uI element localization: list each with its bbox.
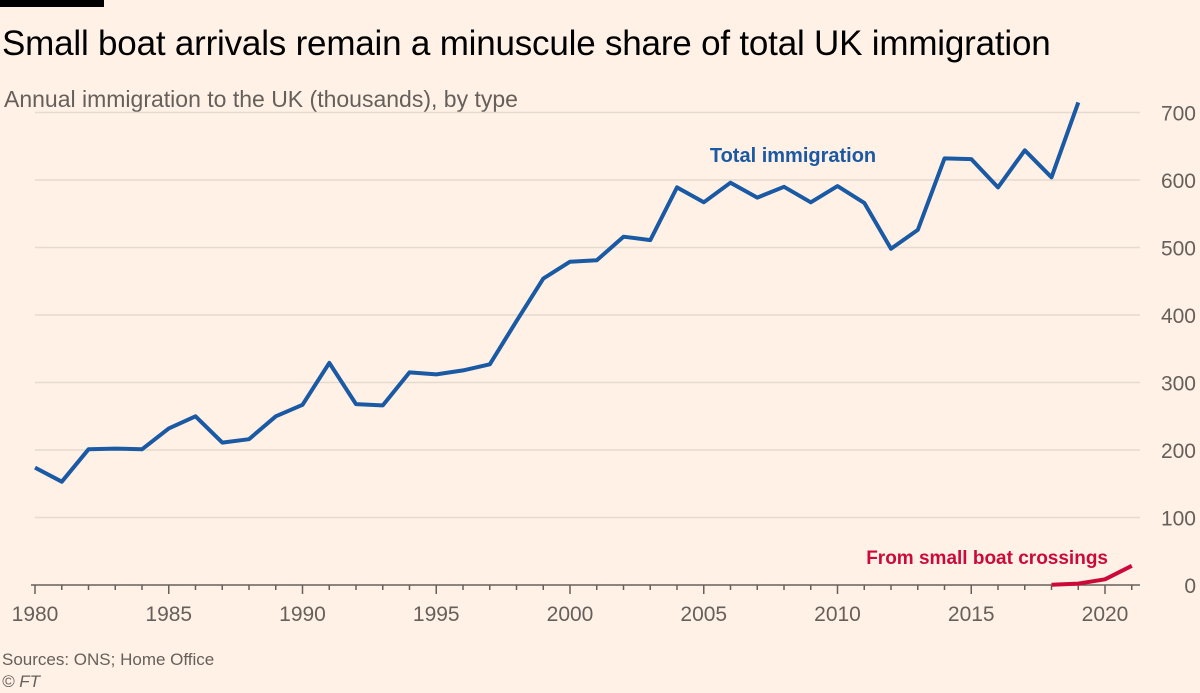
series-line-total-immigration — [34, 101, 1081, 484]
ft-brand-bar — [0, 0, 104, 7]
x-tick-label-1985: 1985 — [145, 603, 192, 626]
copyright-note: © FT — [2, 672, 41, 691]
x-tick-label-2020: 2020 — [1082, 603, 1129, 626]
x-tick-label-2000: 2000 — [547, 603, 594, 626]
series-label-total-immigration: Total immigration — [710, 145, 876, 167]
series-line-from-small-boat-crossings — [1051, 564, 1133, 587]
x-tick-label-1980: 1980 — [12, 603, 59, 626]
y-tick-label-500: 500 — [1161, 238, 1196, 261]
x-tick-label-2015: 2015 — [948, 603, 995, 626]
chart-subtitle: Annual immigration to the UK (thousands)… — [4, 86, 518, 112]
y-tick-label-200: 200 — [1161, 440, 1196, 463]
series-label-from-small-boat-crossings: From small boat crossings — [866, 548, 1108, 569]
x-tick-label-2010: 2010 — [814, 603, 861, 626]
y-tick-label-0: 0 — [1184, 575, 1196, 598]
chart-title: Small boat arrivals remain a minuscule s… — [2, 24, 1051, 63]
x-tick-label-1995: 1995 — [413, 603, 460, 626]
x-tick-label-1990: 1990 — [279, 603, 326, 626]
y-tick-label-100: 100 — [1161, 508, 1196, 531]
y-tick-label-400: 400 — [1161, 305, 1196, 328]
x-tick-label-2005: 2005 — [680, 603, 727, 626]
y-tick-label-600: 600 — [1161, 170, 1196, 193]
source-note: Sources: ONS; Home Office — [2, 650, 215, 669]
y-tick-label-300: 300 — [1161, 373, 1196, 396]
y-tick-label-700: 700 — [1161, 103, 1196, 126]
